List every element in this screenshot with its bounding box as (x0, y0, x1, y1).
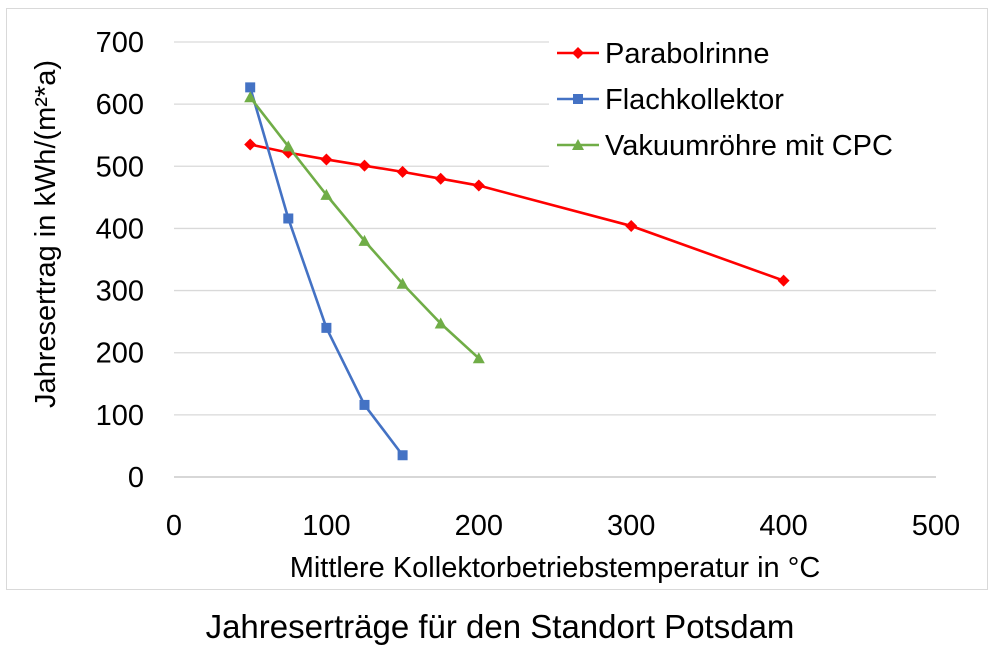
data-point (358, 159, 371, 172)
data-point (434, 172, 447, 185)
y-axis-ticks: 0 100 200 300 400 500 600 700 (96, 27, 144, 494)
legend-background (549, 27, 939, 173)
y-axis-label: Jahresertrag in kWh/(m²*a) (30, 60, 62, 408)
data-point (358, 234, 371, 246)
y-tick-label: 500 (96, 151, 144, 183)
series-lines (244, 82, 790, 461)
x-axis-label: Mittlere Kollektorbetriebstemperatur in … (290, 552, 821, 584)
legend-swatch-marker (572, 139, 584, 150)
legend-item: Flachkollektor (557, 84, 784, 116)
x-tick-label: 0 (166, 510, 182, 542)
data-point (283, 213, 294, 224)
data-point (244, 138, 257, 151)
data-point (396, 165, 409, 178)
legend-label: Flachkollektor (605, 84, 784, 116)
data-point (282, 140, 295, 152)
y-tick-label: 100 (96, 400, 144, 432)
data-point (320, 188, 333, 200)
y-tick-label: 300 (96, 276, 144, 308)
data-point (472, 179, 485, 192)
data-point (244, 91, 257, 103)
legend-label: Vakuumröhre mit CPC (605, 130, 893, 162)
x-axis-ticks: 0 100 200 300 400 500 (166, 510, 960, 542)
x-tick-label: 100 (302, 510, 350, 542)
data-point (434, 317, 447, 329)
y-tick-label: 200 (96, 338, 144, 370)
x-tick-label: 500 (912, 510, 960, 542)
data-point (777, 274, 790, 287)
series-3 (244, 91, 485, 364)
legend: Parabolrinne Flachkollektor Vakuumröhre mi… (549, 27, 939, 173)
x-tick-label: 300 (607, 510, 655, 542)
legend-swatch-marker (572, 47, 584, 59)
chart-frame: 0 100 200 300 400 500 600 700 0 100 200 300 400 500 … (6, 8, 988, 590)
series-1 (244, 138, 790, 287)
series-2 (245, 82, 408, 461)
chart-caption: Jahreserträge für den Standort Potsdam (205, 608, 795, 645)
y-tick-label: 600 (96, 89, 144, 121)
data-point (359, 399, 370, 410)
data-point (472, 352, 485, 364)
data-point (625, 219, 638, 232)
legend-label: Parabolrinne (605, 38, 769, 70)
legend-item: Parabolrinne (557, 38, 769, 70)
y-tick-label: 400 (96, 213, 144, 245)
data-point (321, 322, 332, 333)
y-tick-label: 700 (96, 27, 144, 59)
legend-item: Vakuumröhre mit CPC (557, 130, 893, 162)
data-point (245, 82, 256, 93)
x-tick-label: 400 (759, 510, 807, 542)
x-tick-label: 200 (455, 510, 503, 542)
data-point (396, 277, 409, 289)
series-line (248, 87, 404, 457)
data-point (397, 450, 408, 461)
data-point (320, 153, 333, 166)
y-tick-label: 0 (128, 462, 144, 494)
legend-swatch-marker (573, 94, 583, 104)
